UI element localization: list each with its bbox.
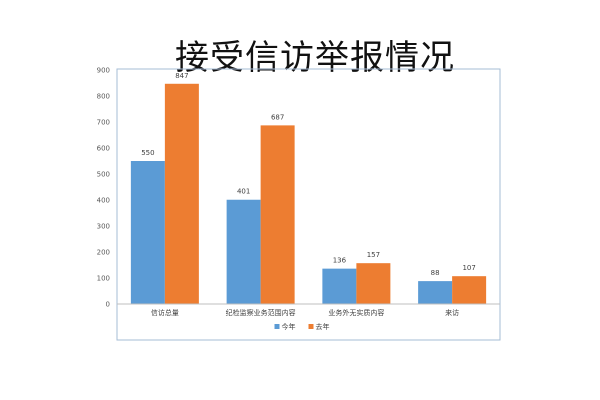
y-tick-label: 700 <box>97 119 110 127</box>
bar <box>260 125 295 304</box>
x-tick-label: 信访总量 <box>151 308 179 317</box>
data-label: 847 <box>175 72 188 80</box>
legend-label: 去年 <box>316 322 330 331</box>
y-tick-label: 900 <box>97 67 110 75</box>
bar <box>322 268 357 304</box>
data-label: 687 <box>271 113 284 121</box>
y-tick-label: 0 <box>106 301 110 309</box>
bar <box>356 263 391 304</box>
bar <box>164 83 199 304</box>
legend-swatch <box>274 324 280 329</box>
y-tick-label: 800 <box>97 93 110 101</box>
legend-label: 今年 <box>282 322 296 331</box>
y-tick-label: 400 <box>97 197 110 205</box>
data-label: 401 <box>237 188 250 196</box>
bar <box>418 281 453 304</box>
bar <box>130 161 165 304</box>
bar-series: 550 847 401 687 136 157 88 107 <box>130 72 487 304</box>
data-label: 550 <box>141 149 154 157</box>
data-label: 136 <box>333 257 347 265</box>
plot-frame <box>116 68 501 341</box>
y-tick-label: 500 <box>97 171 110 179</box>
bar <box>226 199 261 304</box>
y-tick-label: 600 <box>97 145 110 153</box>
y-tick-label: 300 <box>97 223 110 231</box>
data-label: 88 <box>431 269 440 277</box>
y-tick-label: 200 <box>97 249 110 257</box>
legend: 今年 去年 <box>274 322 330 331</box>
y-tick-label: 100 <box>97 275 110 283</box>
bar <box>452 276 487 304</box>
x-tick-label: 业务外无实质内容 <box>328 308 384 317</box>
x-tick-label: 来访 <box>445 308 459 317</box>
data-label: 107 <box>462 264 475 272</box>
x-axis-categories: 信访总量 纪检监察业务范围内容 业务外无实质内容 来访 <box>151 308 459 317</box>
x-tick-label: 纪检监察业务范围内容 <box>226 308 296 317</box>
chart-title: 接受信访举报情况 <box>175 38 455 78</box>
y-axis-ticks: 0 100 200 300 400 500 600 700 800 900 <box>97 67 110 309</box>
data-label: 157 <box>367 251 380 259</box>
legend-swatch <box>308 324 314 329</box>
